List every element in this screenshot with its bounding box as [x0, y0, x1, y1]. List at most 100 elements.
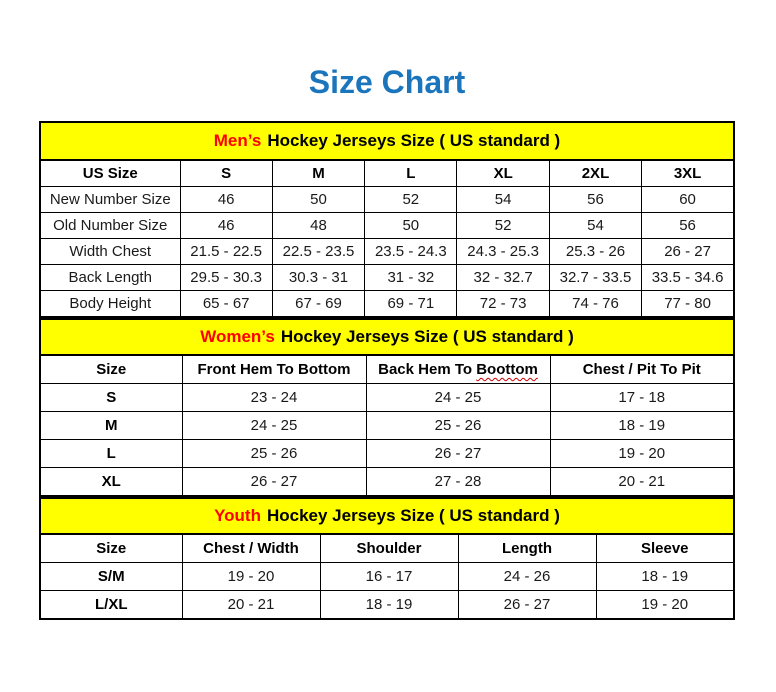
youth-size-table: Size Chest / Width Shoulder Length Sleeve S/M…	[39, 533, 735, 620]
table-cell: 56	[641, 212, 735, 239]
youth-banner-highlight: Youth	[214, 506, 261, 525]
mens-banner-highlight: Men’s	[213, 131, 262, 150]
table-cell: 18 - 19	[549, 411, 735, 440]
womens-banner-highlight: Women’s	[200, 327, 275, 346]
table-cell: 25 - 26	[365, 411, 551, 440]
column-header: Length	[457, 533, 597, 563]
column-header: XL	[456, 159, 550, 187]
table-cell: 24 - 26	[457, 562, 597, 591]
column-header: Chest / Pit To Pit	[549, 354, 735, 384]
row-label: New Number Size	[39, 186, 181, 213]
table-cell: 33.5 - 34.6	[641, 264, 735, 291]
table-cell: 23.5 - 24.3	[364, 238, 458, 265]
table-cell: 50	[364, 212, 458, 239]
mens-banner-text: Hockey Jerseys Size ( US standard )	[267, 131, 561, 150]
table-cell: 22.5 - 23.5	[271, 238, 366, 265]
table-cell: 50	[271, 186, 366, 213]
table-row: Body Height 65 - 67 67 - 69 69 - 71 72 - 73 7…	[39, 290, 735, 318]
table-cell: 16 - 17	[319, 562, 459, 591]
table-cell: 26 - 27	[641, 238, 735, 265]
page-title: Size Chart	[308, 64, 466, 100]
table-cell: 19 - 20	[549, 439, 735, 468]
table-cell: 67 - 69	[271, 290, 366, 318]
row-label: Back Length	[39, 264, 181, 291]
table-cell: 18 - 19	[595, 562, 735, 591]
table-cell: 26 - 27	[181, 467, 367, 497]
table-cell: 48	[271, 212, 366, 239]
youth-section-banner: Youth Hockey Jerseys Size ( US standard …	[39, 497, 735, 533]
header-row: US Size S M L XL 2XL 3XL	[39, 159, 735, 187]
table-cell: 20 - 21	[549, 467, 735, 497]
mens-section-banner: Men’s Hockey Jerseys Size ( US standard …	[39, 121, 735, 159]
row-label: XL	[39, 467, 183, 497]
row-label: Old Number Size	[39, 212, 181, 239]
column-header: US Size	[39, 159, 181, 187]
column-header: Chest / Width	[181, 533, 321, 563]
table-cell: 74 - 76	[548, 290, 643, 318]
table-row: L/XL 20 - 21 18 - 19 26 - 27 19 - 20	[39, 590, 735, 620]
table-cell: 25 - 26	[181, 439, 367, 468]
header-row: Size Chest / Width Shoulder Length Sleeve	[39, 533, 735, 563]
womens-section: Women’s Hockey Jerseys Size ( US standar…	[39, 318, 735, 497]
table-row: S/M 19 - 20 16 - 17 24 - 26 18 - 19	[39, 562, 735, 591]
womens-size-table: Size Front Hem To Bottom Back Hem To Boott…	[39, 354, 735, 497]
table-cell: 32 - 32.7	[456, 264, 550, 291]
table-row: New Number Size 46 50 52 54 56 60	[39, 186, 735, 213]
header-text: Back Hem To	[378, 361, 477, 378]
table-cell: 77 - 80	[641, 290, 735, 318]
youth-section: Youth Hockey Jerseys Size ( US standard …	[39, 497, 735, 620]
row-label: S	[39, 383, 183, 412]
table-cell: 54	[548, 212, 643, 239]
row-label: Body Height	[39, 290, 181, 318]
table-cell: 56	[548, 186, 643, 213]
table-cell: 24 - 25	[181, 411, 367, 440]
table-cell: 19 - 20	[595, 590, 735, 620]
row-label: M	[39, 411, 183, 440]
column-header: 3XL	[641, 159, 735, 187]
row-label: L/XL	[39, 590, 183, 620]
table-cell: 69 - 71	[364, 290, 458, 318]
table-row: L 25 - 26 26 - 27 19 - 20	[39, 439, 735, 468]
mens-section: Men’s Hockey Jerseys Size ( US standard …	[39, 121, 735, 318]
table-cell: 31 - 32	[364, 264, 458, 291]
misspelled-word-squiggle: Boottom	[476, 361, 538, 378]
table-cell: 17 - 18	[549, 383, 735, 412]
table-cell: 24 - 25	[365, 383, 551, 412]
header-row: Size Front Hem To Bottom Back Hem To Boott…	[39, 354, 735, 384]
table-cell: 24.3 - 25.3	[456, 238, 550, 265]
table-cell: 26 - 27	[365, 439, 551, 468]
table-row: XL 26 - 27 27 - 28 20 - 21	[39, 467, 735, 497]
column-header: Sleeve	[595, 533, 735, 563]
column-header: S	[179, 159, 273, 187]
table-cell: 52	[364, 186, 458, 213]
column-header: 2XL	[548, 159, 643, 187]
table-row: S 23 - 24 24 - 25 17 - 18	[39, 383, 735, 412]
column-header: Size	[39, 354, 183, 384]
table-cell: 19 - 20	[181, 562, 321, 591]
row-label: Width Chest	[39, 238, 181, 265]
table-cell: 26 - 27	[457, 590, 597, 620]
table-cell: 30.3 - 31	[271, 264, 366, 291]
column-header: L	[364, 159, 458, 187]
table-cell: 46	[179, 186, 273, 213]
table-row: M 24 - 25 25 - 26 18 - 19	[39, 411, 735, 440]
table-cell: 54	[456, 186, 550, 213]
table-cell: 23 - 24	[181, 383, 367, 412]
youth-banner-text: Hockey Jerseys Size ( US standard )	[266, 506, 560, 525]
size-chart-tables: Men’s Hockey Jerseys Size ( US standard …	[39, 121, 735, 620]
table-cell: 21.5 - 22.5	[179, 238, 273, 265]
table-cell: 65 - 67	[179, 290, 273, 318]
column-header: Shoulder	[319, 533, 459, 563]
column-header: Front Hem To Bottom	[181, 354, 367, 384]
table-cell: 18 - 19	[319, 590, 459, 620]
table-cell: 25.3 - 26	[548, 238, 643, 265]
column-header: Back Hem To Boottom	[365, 354, 551, 384]
table-cell: 52	[456, 212, 550, 239]
womens-section-banner: Women’s Hockey Jerseys Size ( US standar…	[39, 318, 735, 354]
table-cell: 60	[641, 186, 735, 213]
table-cell: 72 - 73	[456, 290, 550, 318]
column-header: Size	[39, 533, 183, 563]
table-row: Back Length 29.5 - 30.3 30.3 - 31 31 - 32 32…	[39, 264, 735, 291]
womens-banner-text: Hockey Jerseys Size ( US standard )	[280, 327, 574, 346]
table-row: Width Chest 21.5 - 22.5 22.5 - 23.5 23.5 - …	[39, 238, 735, 265]
